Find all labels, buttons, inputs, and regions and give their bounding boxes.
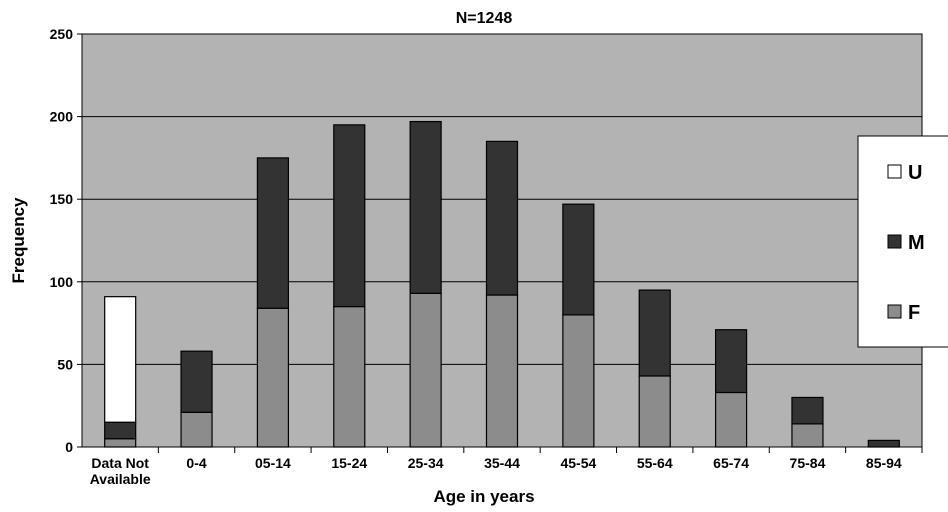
x-tick-label: 05-14	[255, 455, 291, 471]
legend-box	[857, 135, 948, 348]
bar-f	[180, 411, 213, 448]
legend-label-f: F	[908, 302, 920, 324]
bar-f	[409, 292, 442, 448]
legend-swatch-m	[887, 234, 902, 249]
y-tick-label: 150	[50, 191, 74, 207]
bar-f	[485, 294, 519, 448]
bar-f	[104, 438, 137, 448]
axes: 0 50 100 150 200 250 Data Not Available 0-4 05-14…	[50, 26, 923, 487]
bar-f	[791, 423, 824, 448]
x-axis-title: Age in years	[433, 487, 534, 506]
chart-title: N=1248	[456, 10, 513, 27]
bar-m	[562, 203, 595, 316]
x-tick-label: 25-34	[408, 455, 444, 471]
bar-m	[104, 421, 137, 440]
bar-f	[714, 391, 748, 448]
x-tick-label: 15-24	[331, 455, 367, 471]
y-tick-label: 200	[50, 109, 74, 125]
y-tick-label: 50	[57, 356, 73, 372]
legend-label-u: U	[908, 162, 922, 184]
bar-m	[409, 120, 442, 294]
bar-m	[867, 439, 900, 448]
legend-swatch-u	[887, 164, 902, 179]
legend-swatch-f	[887, 304, 902, 319]
bar-m	[485, 140, 519, 296]
x-tick-label: 85-94	[866, 455, 902, 471]
legend-label-m: M	[908, 232, 925, 254]
legend: U M F	[857, 135, 948, 348]
x-tick-label: Data Not Available	[90, 455, 151, 487]
bar-m	[256, 157, 290, 309]
y-tick-label: 0	[65, 439, 73, 455]
bar-u	[104, 296, 137, 423]
y-tick-label: 100	[50, 274, 74, 290]
bar-f	[638, 375, 671, 448]
y-axis-title: Frequency	[9, 197, 28, 284]
x-tick-label: 75-84	[790, 455, 826, 471]
bars	[104, 120, 900, 448]
x-tick-label: 45-54	[560, 455, 596, 471]
bar-f	[256, 307, 290, 448]
bar-f	[562, 314, 595, 448]
x-tick-label: 55-64	[637, 455, 673, 471]
bar-m	[714, 329, 748, 394]
y-tick-label: 250	[50, 26, 74, 42]
x-tick-label: 35-44	[484, 455, 520, 471]
bar-m	[333, 124, 366, 308]
x-tick-label: 0-4	[186, 455, 206, 471]
bar-m	[180, 350, 213, 413]
x-tick-label: 65-74	[713, 455, 749, 471]
bar-m	[638, 289, 671, 377]
bar-f	[333, 305, 366, 448]
bar-m	[791, 396, 824, 425]
